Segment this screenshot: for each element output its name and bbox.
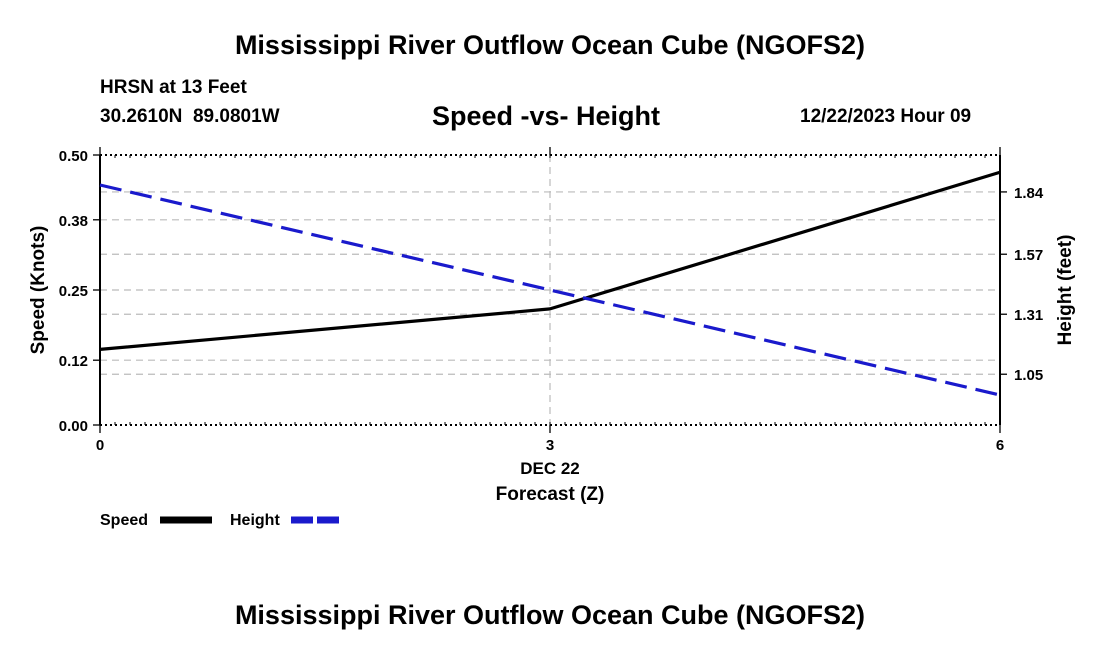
- y-tick-label-right: 1.31: [1014, 307, 1043, 324]
- x-axis-date-label: DEC 22: [520, 459, 580, 478]
- series-line-speed: [99, 170, 1001, 351]
- y-tick-label-right: 1.57: [1014, 247, 1043, 264]
- y-tick-label-right: 1.84: [1014, 185, 1044, 202]
- y-tick-label-left: 0.00: [59, 418, 88, 435]
- y-tick-label-left: 0.25: [59, 283, 88, 300]
- x-tick-label: 6: [996, 437, 1004, 454]
- page-title: Mississippi River Outflow Ocean Cube (NG…: [234, 30, 866, 60]
- x-axis-label: Forecast (Z): [496, 484, 605, 505]
- x-tick-label: 3: [546, 437, 554, 454]
- coordinates-label: 30.2610N 89.0801W: [100, 106, 280, 127]
- legend-label-height: Height: [230, 512, 280, 529]
- date-label: 12/22/2023 Hour 09: [800, 106, 972, 127]
- y-axis-label-left: Speed (Knots): [28, 226, 49, 355]
- chart-title: Speed -vs- Height: [432, 101, 661, 131]
- y-tick-label-left: 0.50: [59, 148, 88, 165]
- y-tick-label-right: 1.05: [1014, 367, 1043, 384]
- x-tick-label: 0: [96, 437, 104, 454]
- footer-title: Mississippi River Outflow Ocean Cube (NG…: [234, 600, 866, 630]
- station-label: HRSN at 13 Feet: [100, 77, 247, 98]
- y-tick-label-left: 0.12: [59, 353, 88, 370]
- y-tick-label-left: 0.38: [59, 213, 88, 230]
- y-axis-label-right: Height (feet): [1055, 235, 1076, 346]
- legend-label-speed: Speed: [100, 512, 148, 529]
